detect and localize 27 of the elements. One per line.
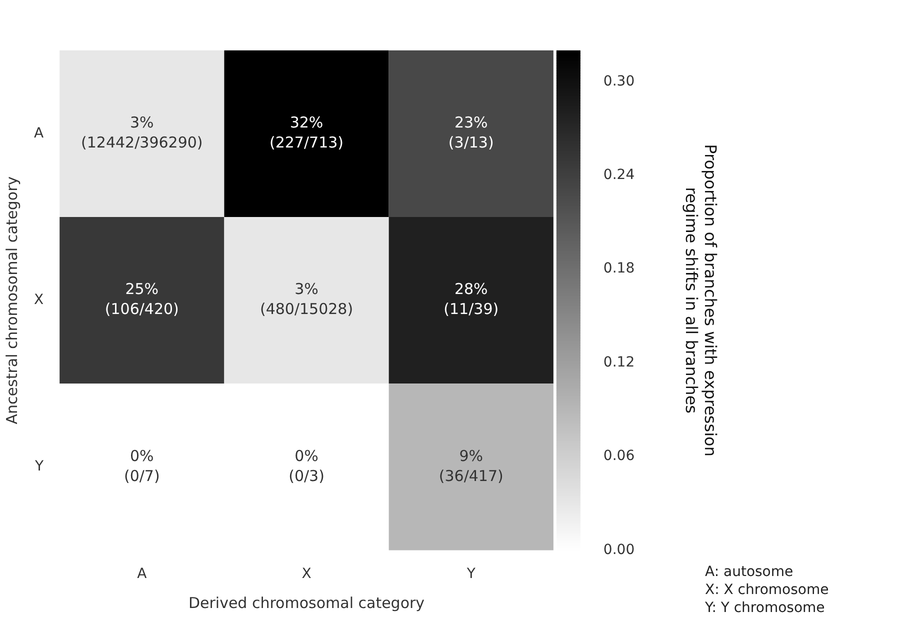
color-bar-label: 0.24: [603, 166, 635, 183]
data-label: 3% (480/15028): [260, 280, 354, 318]
data-label: 3% (12442/396290): [81, 114, 203, 152]
color-bar-label: 0.30: [603, 73, 635, 90]
x-tick-label: A: [137, 566, 148, 582]
color-bar-label: 0.00: [603, 542, 635, 558]
data-label: 9% (36/417): [438, 446, 504, 485]
y-axis-title: Ancestral chromosomal category: [2, 176, 21, 424]
color-bar-title: Proportion of branches with expression regime shifts in all branches: [682, 144, 720, 456]
y-tick-label: X: [34, 292, 44, 308]
text: Y: Y chromosome: [705, 599, 826, 617]
y-tick-label: Y: [34, 458, 44, 475]
data-label: 23% (3/13): [448, 114, 494, 152]
color-bar-label: 0.06: [603, 448, 635, 464]
x-tick-label: Y: [466, 566, 476, 582]
x-axis-title: Derived chromosomal category: [188, 594, 425, 612]
data-label: 25% (106/420): [104, 280, 179, 318]
x-tick-label: X: [302, 566, 312, 582]
data-label: 0% (0/7): [124, 446, 160, 485]
color-bar-label: 0.12: [603, 354, 635, 370]
color-bar-label: 0.18: [603, 260, 635, 277]
data-label: 32% (227/713): [269, 114, 344, 152]
data-label: 28% (11/39): [444, 280, 499, 318]
data-label: 0% (0/3): [288, 446, 324, 485]
text: A: autosome: [705, 563, 794, 581]
text: X: X chromosome: [705, 581, 829, 599]
y-tick-label: A: [34, 125, 44, 142]
